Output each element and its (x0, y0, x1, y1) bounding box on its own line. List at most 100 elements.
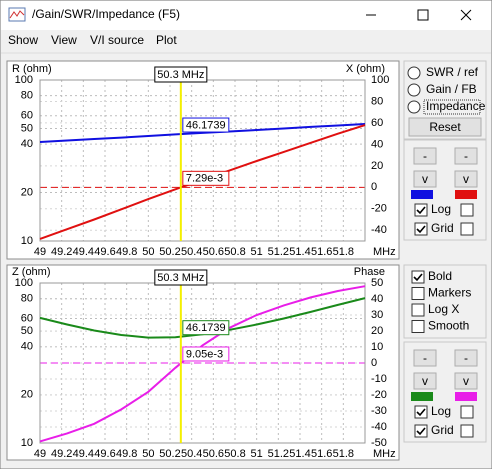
y2-tick-label: 20 (371, 325, 383, 337)
button[interactable] (454, 372, 478, 390)
cursor-label: 50.3 MHz (157, 69, 204, 81)
x-tick-label: 50 (142, 448, 154, 460)
checkbox[interactable] (414, 405, 428, 419)
checkbox[interactable] (411, 303, 425, 317)
x-tick-label: 50.4 (181, 448, 202, 460)
y2-tick-label: 50 (371, 277, 383, 289)
x-tick-label: 51.2 (268, 246, 289, 258)
button-label[interactable]: v (422, 172, 428, 186)
app-icon-line (9, 10, 25, 19)
y2-tick-label: 40 (371, 138, 383, 150)
menu-item[interactable]: Show (8, 33, 38, 47)
button-label[interactable]: v (422, 374, 428, 388)
checkbox-label[interactable]: Log (431, 202, 451, 216)
reset-button[interactable] (408, 117, 482, 137)
series-swatch[interactable] (411, 392, 433, 401)
menu-item[interactable]: V/I source (90, 33, 144, 47)
x-tick-label: 49.2 (51, 246, 72, 258)
checkbox[interactable] (411, 270, 425, 284)
checkbox-label[interactable]: Grid (431, 221, 454, 235)
button-label[interactable]: - (464, 149, 468, 163)
radio-label[interactable]: Impedance (426, 99, 486, 113)
y2-tick-label: 0 (371, 181, 377, 193)
radio[interactable] (407, 66, 421, 80)
readout-label: 7.29e-3 (186, 173, 223, 185)
x-tick-label: 50.4 (181, 246, 202, 258)
x-tick-label: 49 (34, 246, 46, 258)
x-tick-label: 50.6 (203, 246, 224, 258)
x-tick-label: 49 (34, 448, 46, 460)
x-tick-label: 50.2 (159, 246, 180, 258)
y-tick-label: 50 (21, 325, 33, 337)
button-label[interactable]: v (463, 172, 469, 186)
checkbox[interactable] (460, 405, 474, 419)
checkbox[interactable] (460, 222, 474, 236)
checkbox[interactable] (414, 222, 428, 236)
menu-item[interactable]: View (51, 33, 77, 47)
x-tick-label: 49.4 (73, 246, 94, 258)
x-tick-label: 51.6 (311, 246, 332, 258)
checkbox-label[interactable]: Log X (428, 302, 459, 316)
button[interactable] (413, 349, 437, 367)
button-label[interactable]: - (423, 149, 427, 163)
group-box (403, 341, 487, 443)
button[interactable] (413, 170, 437, 188)
readout-label: 46.1739 (186, 119, 226, 131)
maximize-button[interactable] (417, 9, 429, 21)
button[interactable] (454, 170, 478, 188)
series-swatch[interactable] (411, 190, 433, 199)
button-label[interactable]: v (463, 374, 469, 388)
y2-axis-title: Phase (354, 266, 385, 278)
y-tick-label: 60 (21, 312, 33, 324)
app-icon (8, 7, 26, 22)
button[interactable] (413, 147, 437, 165)
y-tick-label: 60 (21, 110, 33, 122)
checkbox-label[interactable]: Grid (431, 423, 454, 437)
close-button[interactable] (460, 9, 472, 21)
button-label[interactable]: - (423, 351, 427, 365)
checkbox[interactable] (460, 424, 474, 438)
check-mark (416, 206, 426, 215)
radio[interactable] (407, 83, 421, 97)
y2-tick-label: -50 (371, 437, 387, 449)
x-tick-label: 51.2 (268, 448, 289, 460)
button[interactable] (413, 372, 437, 390)
y2-tick-label: -20 (371, 389, 387, 401)
checkbox-label[interactable]: Smooth (428, 319, 469, 333)
checkbox-label[interactable]: Markers (428, 286, 471, 300)
reset-label[interactable]: Reset (429, 120, 461, 134)
y-tick-label: 20 (21, 186, 33, 198)
checkbox[interactable] (414, 203, 428, 217)
x-tick-label: 49.6 (94, 246, 115, 258)
checkbox[interactable] (460, 203, 474, 217)
menu-item[interactable]: Plot (156, 33, 177, 47)
button-label[interactable]: - (464, 351, 468, 365)
series-swatch[interactable] (455, 190, 477, 199)
checkbox[interactable] (411, 320, 425, 333)
group-box (403, 264, 487, 339)
y-tick-label: 40 (21, 138, 33, 150)
series-swatch[interactable] (455, 392, 477, 401)
check-mark (416, 225, 426, 234)
button[interactable] (454, 349, 478, 367)
x-tick-label: 50.8 (224, 246, 245, 258)
focus-box (423, 99, 481, 115)
button[interactable] (454, 147, 478, 165)
y-tick-label: 80 (21, 292, 33, 304)
y2-tick-label: 80 (371, 95, 383, 107)
checkbox-label[interactable]: Bold (428, 269, 452, 283)
checkbox[interactable] (411, 287, 425, 300)
y2-tick-label: -40 (371, 224, 387, 236)
x-tick-label: 49.4 (73, 448, 94, 460)
radio-label[interactable]: SWR / ref (426, 65, 479, 79)
y2-tick-label: -10 (371, 373, 387, 385)
radio-label[interactable]: Gain / FB (426, 82, 477, 96)
y2-tick-label: -20 (371, 203, 387, 215)
y-tick-label: 20 (21, 389, 33, 401)
checkbox-label[interactable]: Log (431, 404, 451, 418)
radio[interactable] (407, 100, 421, 114)
x-tick-label: 49.8 (116, 246, 137, 258)
checkbox[interactable] (414, 424, 428, 438)
x-tick-label: 50 (142, 246, 154, 258)
